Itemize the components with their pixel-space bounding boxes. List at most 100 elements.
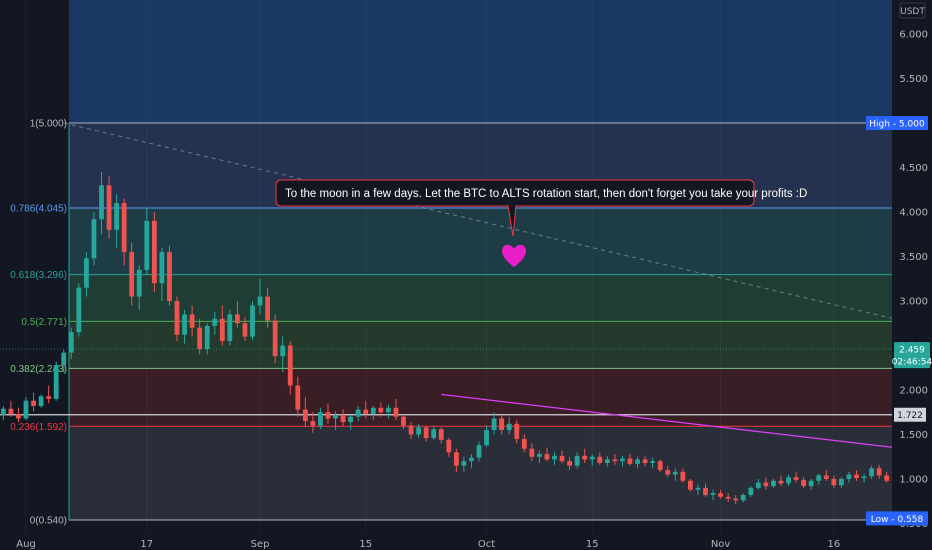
candle-body (559, 455, 565, 462)
fib-level-label: 0.382(2.243) (10, 364, 67, 375)
candle-body (393, 407, 399, 417)
candle-body (748, 487, 754, 496)
callout-text: To the moon in a few days. Let the BTC t… (285, 188, 807, 200)
candle-body (552, 455, 557, 460)
candle-body (167, 252, 172, 301)
text-callout[interactable]: To the moon in a few days. Let the BTC t… (275, 179, 807, 237)
candle-body (846, 474, 852, 479)
candle-body (423, 427, 429, 439)
candle-body (869, 468, 874, 477)
price-tick-label: 2.000 (899, 386, 928, 397)
candle-body (627, 458, 633, 464)
candle-body (642, 459, 648, 463)
candle-body (778, 480, 784, 484)
candle-body (302, 409, 308, 422)
descending-trendline[interactable] (441, 393, 932, 526)
candle-body (401, 416, 406, 426)
candle-body (106, 185, 112, 230)
candle-body (703, 487, 708, 496)
candle-body (786, 477, 791, 484)
price-tick-label: 1.000 (899, 475, 928, 486)
price-tick-label: 3.500 (899, 252, 928, 263)
candle-body (0, 408, 6, 415)
candle-body (514, 423, 520, 439)
currency-badge[interactable] (899, 2, 926, 19)
candle-body (272, 320, 278, 357)
candle-body (876, 468, 882, 476)
candle-body (159, 252, 165, 284)
time-tick-label: Aug (16, 539, 36, 550)
candle-body (438, 429, 444, 440)
price-tick-label: 5.500 (899, 74, 928, 85)
countdown-label: 02:46:54 (892, 358, 932, 368)
candle-body (537, 454, 542, 457)
candle-body (771, 480, 776, 487)
candle-body (823, 475, 829, 479)
fib-retracement[interactable]: 1(5.000) 0.786(4.045) 0.618(3.296) 0.5(2.77… (0, 0, 892, 526)
candle-body (801, 479, 807, 487)
candle-body (725, 496, 731, 499)
candle-body (53, 365, 59, 399)
candle-body (370, 407, 376, 415)
time-axis[interactable]: Aug17Sep15Oct15Nov16Dec15202118Feb15Mar1… (0, 534, 932, 550)
candle-body (839, 479, 844, 486)
candle-body (136, 269, 142, 297)
candle-body (31, 400, 36, 407)
candle-body (174, 301, 180, 335)
candle-body (672, 471, 678, 475)
candle-body (235, 314, 240, 324)
last-price-tag (894, 342, 930, 369)
candle-body (695, 487, 701, 490)
candle-body (604, 459, 610, 463)
candle-body (333, 414, 338, 419)
candle-body (61, 352, 67, 366)
candle-body (121, 203, 127, 253)
candle-body (386, 407, 391, 413)
candle-body (529, 448, 535, 457)
level-tag (894, 407, 926, 422)
candle-body (84, 258, 89, 288)
price-tick-label: 3.000 (899, 297, 928, 308)
candle-body (38, 396, 44, 407)
candle-body (763, 482, 769, 487)
candle-body (310, 421, 316, 426)
candle-body (197, 327, 203, 350)
time-tick-label: Oct (478, 539, 495, 550)
candle-body (99, 185, 104, 220)
candle-body (355, 409, 361, 417)
fib-level-label: 1(5.000) (30, 119, 67, 130)
candle-body (574, 455, 580, 466)
fib-level-label: 0(0.540) (30, 515, 67, 526)
candle-body (219, 318, 225, 342)
price-tick-label: 1.500 (899, 430, 928, 441)
candle-body (250, 305, 255, 337)
candle-body (733, 498, 739, 501)
candle-body (612, 459, 618, 462)
fib-level-label: 0.236(1.592) (10, 422, 67, 433)
candle-body (884, 475, 890, 481)
fib-zone-above (69, 0, 892, 123)
candlesticks (0, 171, 932, 504)
time-tick-label: Nov (711, 539, 731, 550)
candle-body (461, 461, 467, 466)
candle-body (476, 445, 482, 458)
price-tag-label: High - 5.000 (869, 120, 925, 130)
candle-body (657, 461, 663, 471)
candle-body (144, 220, 150, 270)
last-price-label: 2.459 (899, 346, 925, 356)
price-tick-label: 4.000 (899, 208, 928, 219)
candle-body (68, 332, 74, 353)
candle-body (650, 461, 656, 463)
candle-body (408, 425, 414, 435)
candle-body (23, 400, 29, 419)
candle-body (416, 427, 421, 435)
candle-body (257, 296, 263, 306)
candle-body (861, 476, 867, 479)
candle-body (582, 455, 588, 460)
candle-body (484, 430, 489, 446)
candle-body (446, 439, 452, 453)
price-axis[interactable]: USDT 6.0005.5005.0004.5004.0003.5003.000… (892, 0, 932, 550)
price-tick-label: 4.500 (899, 163, 928, 174)
candle-body (340, 414, 346, 423)
